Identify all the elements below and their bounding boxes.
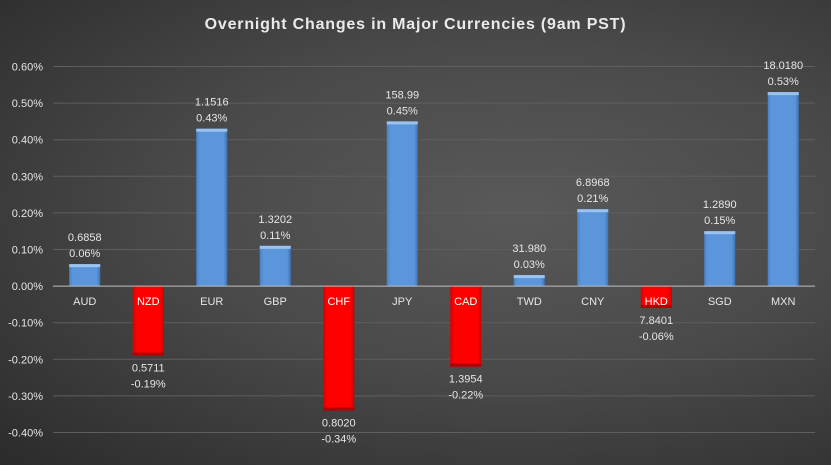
y-tick-label: 0.10% xyxy=(12,245,43,257)
bar-bevel-bottom xyxy=(640,305,672,309)
y-tick-label: 0.50% xyxy=(12,98,43,110)
rate-label: 158.99 xyxy=(385,89,419,101)
x-tick-label: CAD xyxy=(454,296,477,308)
bar-twd xyxy=(513,275,545,287)
data-label: 0.53% xyxy=(768,76,799,88)
data-label: -0.06% xyxy=(639,331,674,343)
rate-label: 1.1516 xyxy=(195,97,229,109)
y-tick-label: -0.40% xyxy=(8,428,43,440)
bar-cny xyxy=(577,209,609,287)
bar-bevel-top xyxy=(259,245,291,249)
rate-label: 0.8020 xyxy=(322,418,356,430)
x-tick-label: CHF xyxy=(327,296,350,308)
y-tick-label: 0.30% xyxy=(12,171,43,183)
bar-bevel-bottom xyxy=(132,352,164,356)
y-tick-label: 0.60% xyxy=(12,62,43,74)
rate-label: 1.3202 xyxy=(258,214,292,226)
data-label: 0.03% xyxy=(514,259,545,271)
bar-bevel-top xyxy=(386,121,418,125)
data-label: 0.15% xyxy=(704,215,735,227)
data-label: 0.21% xyxy=(577,193,608,205)
bar-bevel-top xyxy=(704,231,736,235)
bar-eur xyxy=(196,128,228,287)
data-label: -0.34% xyxy=(321,434,356,446)
bar-chf xyxy=(323,286,355,411)
data-label: 0.45% xyxy=(387,105,418,117)
bar-bevel-bottom xyxy=(323,407,355,411)
bar-gbp xyxy=(259,245,291,287)
y-tick-label: -0.10% xyxy=(8,318,43,330)
rate-label: 7.8401 xyxy=(639,315,673,327)
x-tick-label: EUR xyxy=(200,296,223,308)
data-label: 0.06% xyxy=(69,248,100,260)
rate-label: 31.980 xyxy=(512,243,546,255)
y-tick-label: 0.20% xyxy=(12,208,43,220)
rate-label: 1.3954 xyxy=(449,374,483,386)
bar-bevel-top xyxy=(513,275,545,279)
rate-label: 6.8968 xyxy=(576,177,610,189)
x-tick-label: MXN xyxy=(771,296,796,308)
x-tick-label: AUD xyxy=(73,296,96,308)
rate-label: 0.5711 xyxy=(132,363,165,375)
bar-mxn xyxy=(767,92,799,287)
bar-nzd xyxy=(132,286,164,356)
y-tick-label: 0.40% xyxy=(12,135,43,147)
x-tick-label: GBP xyxy=(264,296,287,308)
rate-label: 1.2890 xyxy=(703,199,737,211)
chart-title: Overnight Changes in Major Currencies (9… xyxy=(204,16,627,33)
x-tick-label: TWD xyxy=(517,296,542,308)
x-tick-label: CNY xyxy=(581,296,605,308)
x-tick-label: HKD xyxy=(645,296,668,308)
rate-label: 18.0180 xyxy=(763,60,803,72)
data-label: 0.43% xyxy=(196,113,227,125)
bar-bevel-top xyxy=(577,209,609,213)
bar-bevel-top xyxy=(767,92,799,96)
bar-sgd xyxy=(704,231,736,287)
bar-hkd xyxy=(640,286,672,309)
rate-label: 0.6858 xyxy=(68,232,102,244)
x-tick-label: JPY xyxy=(392,296,413,308)
x-tick-label: NZD xyxy=(137,296,160,308)
bar-bevel-top xyxy=(69,264,101,268)
y-tick-label: 0.00% xyxy=(12,281,43,293)
bar-aud xyxy=(69,264,101,287)
bar-bevel-top xyxy=(196,128,228,132)
data-label: -0.22% xyxy=(448,390,483,402)
bar-cad xyxy=(450,286,482,367)
data-label: -0.19% xyxy=(131,379,166,391)
x-tick-label: SGD xyxy=(708,296,732,308)
y-tick-label: -0.30% xyxy=(8,391,43,403)
bar-jpy xyxy=(386,121,418,287)
y-tick-label: -0.20% xyxy=(8,354,43,366)
data-label: 0.11% xyxy=(260,230,291,242)
bar-bevel-bottom xyxy=(450,363,482,367)
